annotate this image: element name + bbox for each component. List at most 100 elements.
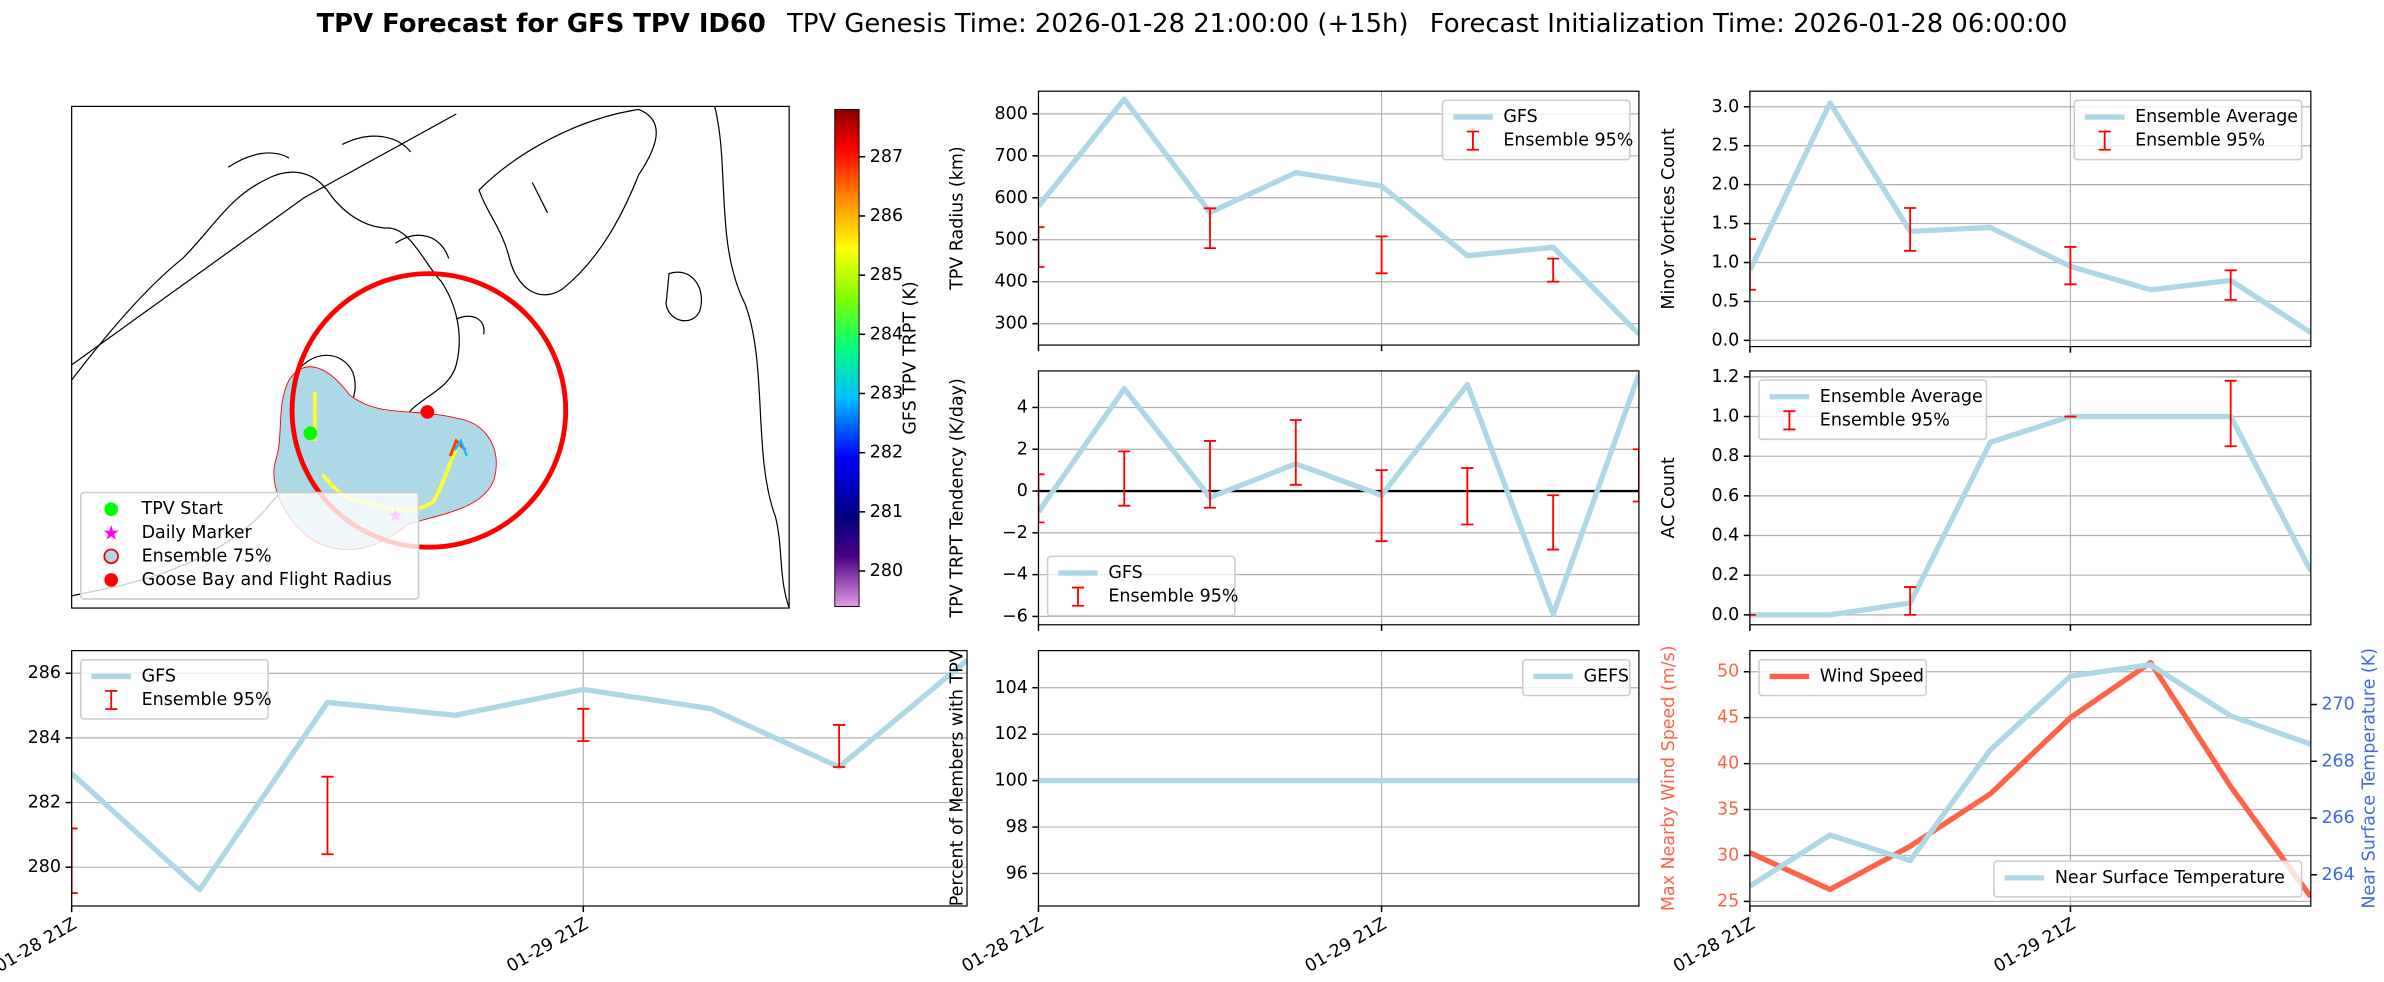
y-tick-label: 0.4 (1711, 526, 1739, 546)
series-line (1749, 413, 2311, 618)
y-axis-label: TPV TRPT Tendency (K/day) (947, 378, 967, 618)
errorbar (1904, 207, 1917, 252)
legend-label: Ensemble 95% (1108, 587, 1238, 607)
legend-errorbar (1783, 410, 1796, 431)
y-tick-label: 600 (994, 188, 1027, 208)
y-axis-label: AC Count (1659, 457, 1679, 538)
colorbar-tick-label: 282 (870, 443, 903, 463)
y-tick-label: 30 (1717, 845, 1739, 865)
errorbar (1904, 586, 1917, 616)
axes-frame (71, 650, 968, 907)
plot-area (1038, 373, 1639, 617)
map-frame (71, 105, 790, 609)
colorbar-tick-label: 285 (870, 265, 903, 285)
x-tick-label: 01-29 21Z (503, 914, 591, 977)
y-axis-label: Max Nearby Wind Speed (m/s) (1659, 645, 1679, 911)
errorbar (71, 827, 78, 894)
errorbar (1203, 207, 1217, 250)
series-line (1749, 659, 2311, 899)
subtitle: TPV Genesis Time: 2026-01-28 21:00:00 (+… (786, 9, 1408, 39)
goose-bay (420, 405, 435, 419)
y2-tick-label: 268 (2321, 751, 2354, 771)
legend-box (1522, 658, 1631, 697)
y-tick-label: 0.2 (1711, 565, 1739, 585)
y-tick-label: 282 (28, 793, 61, 813)
axes-frame (1749, 370, 2312, 626)
y-tick-label: 45 (1717, 708, 1739, 728)
legend-dot (104, 573, 119, 587)
y-tick-label: 98 (1006, 817, 1028, 837)
legend: Near Surface Temperature (1993, 860, 2303, 898)
colorbar-tick-label: 284 (870, 324, 903, 344)
x-tick-label: 01-29 21Z (1302, 914, 1390, 977)
y-tick-label: 1.0 (1711, 252, 1739, 272)
tpv-start (303, 426, 318, 441)
colorbar-tick-label: 280 (870, 561, 903, 581)
y-tick-label: 1.5 (1711, 214, 1739, 234)
legend-label: Ensemble 75% (142, 546, 272, 566)
errorbar (1203, 439, 1217, 509)
legend-label: Daily Marker (142, 523, 253, 543)
y-axis-label: Minor Vortices Count (1659, 128, 1679, 310)
legend-star: ★ (102, 522, 120, 545)
y-tick-label: −2 (1002, 523, 1028, 543)
legend: Ensemble Average Ensemble 95% (1758, 379, 1988, 441)
series-line (71, 658, 968, 893)
boundary (71, 113, 457, 366)
legend-label: Near Surface Temperature (2055, 868, 2285, 888)
colorbar-tick-label: 287 (870, 147, 903, 167)
y-tick-label: 0 (1017, 481, 1028, 501)
legend-label: Ensemble Average (2135, 107, 2298, 127)
legend-box (1758, 379, 1988, 441)
y-tick-label: 102 (994, 724, 1027, 744)
y-tick-label: 35 (1717, 800, 1739, 820)
legend-label: Ensemble 95% (1503, 131, 1633, 151)
series-line (1749, 662, 2311, 889)
legend-box (1758, 658, 1927, 697)
plot-area (1038, 96, 1639, 337)
plot-area (1749, 100, 2311, 335)
y-tick-label: −6 (1002, 606, 1028, 626)
errorbar (1118, 450, 1131, 507)
y-tick-label: 2.5 (1711, 136, 1739, 156)
y2-tick-label: 266 (2321, 808, 2354, 828)
y-tick-label: 0.0 (1711, 330, 1739, 350)
legend-label: GFS (1108, 563, 1142, 583)
y-tick-label: 700 (994, 146, 1027, 166)
errorbar (2224, 379, 2237, 448)
y-tick-label: 40 (1717, 754, 1739, 774)
legend-errorbar (1466, 130, 1479, 151)
legend-label: GEFS (1584, 666, 1629, 686)
legend-dot (103, 548, 119, 565)
y-tick-label: 286 (28, 663, 61, 683)
x-tick-label: 01-28 21Z (959, 914, 1047, 977)
legend-errorbar (105, 689, 118, 711)
errorbar (1038, 473, 1045, 524)
colorbar-label: GFS TPV TRPT (K) (900, 281, 920, 434)
legend-label: GFS (1503, 107, 1537, 127)
y-tick-label: 2 (1017, 439, 1028, 459)
y-tick-label: 300 (994, 314, 1027, 334)
y2-tick-label: 270 (2321, 695, 2354, 715)
plot-area (1749, 379, 2311, 618)
y-tick-label: 500 (994, 230, 1027, 250)
legend-label: Ensemble 95% (1820, 410, 1950, 430)
errorbar (2224, 269, 2237, 301)
axes-frame (1749, 650, 2312, 907)
series-line (1038, 373, 1639, 617)
series-line (1749, 100, 2311, 335)
y-tick-label: 0.6 (1711, 486, 1739, 506)
colorbar (834, 108, 860, 607)
legend-label: Ensemble 95% (142, 690, 272, 710)
colorbar-tick-label: 286 (870, 206, 903, 226)
legend-label: Ensemble 95% (2135, 131, 2265, 151)
legend-label: TPV Start (141, 499, 224, 519)
y-tick-label: 284 (28, 728, 61, 748)
y-tick-label: 0.8 (1711, 446, 1739, 466)
legend-box (1993, 860, 2303, 898)
errorbar (1632, 448, 1639, 503)
y-tick-label: 1.2 (1711, 367, 1739, 387)
legend-label: GFS (142, 666, 176, 686)
legend: TPV Start ★ Daily Marker Ensemble 75% Goose … (80, 491, 420, 600)
plot-area (71, 658, 968, 894)
